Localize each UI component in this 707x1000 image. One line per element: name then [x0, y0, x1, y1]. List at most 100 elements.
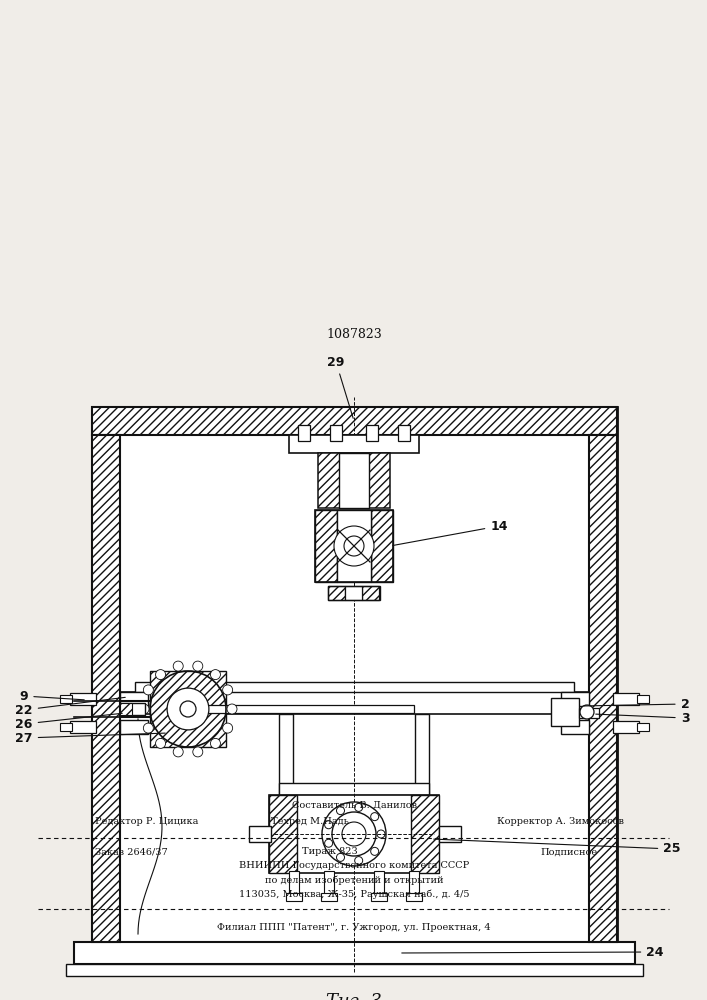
Circle shape [325, 821, 332, 829]
Bar [339, 453, 369, 508]
Bar [120, 692, 148, 706]
Text: Корректор А. Зимокосов: Корректор А. Зимокосов [496, 818, 624, 826]
Circle shape [144, 723, 153, 733]
Bar [551, 698, 579, 726]
Bar [70, 693, 96, 705]
Bar [409, 871, 419, 895]
Text: 2: 2 [584, 698, 689, 710]
Bar [374, 871, 384, 895]
Text: 9: 9 [20, 690, 84, 702]
Bar [439, 826, 461, 842]
Circle shape [211, 670, 221, 680]
Bar [561, 720, 589, 734]
Text: 29: 29 [327, 356, 354, 418]
Circle shape [173, 661, 183, 671]
Bar [269, 795, 439, 873]
Circle shape [139, 704, 149, 714]
Bar [637, 695, 649, 703]
Circle shape [355, 857, 363, 865]
Circle shape [370, 813, 379, 821]
Bar [135, 682, 574, 692]
Bar [561, 692, 589, 706]
Bar [60, 695, 72, 703]
Bar [589, 435, 617, 942]
Bar [74, 942, 635, 964]
Bar [371, 893, 387, 901]
Text: 113035, Москва, Ж-35, Раушская наб., д. 4/5: 113035, Москва, Ж-35, Раушская наб., д. … [239, 889, 469, 899]
Circle shape [377, 830, 385, 838]
Bar [362, 586, 379, 600]
Bar [324, 871, 334, 895]
Text: Заказ 2646/37: Заказ 2646/37 [95, 848, 168, 856]
Circle shape [144, 685, 153, 695]
Circle shape [223, 723, 233, 733]
Circle shape [156, 738, 165, 748]
Circle shape [337, 853, 344, 861]
Circle shape [167, 688, 209, 730]
Bar [120, 720, 148, 734]
Bar [371, 510, 393, 582]
Bar [92, 435, 120, 942]
Bar [398, 425, 410, 441]
Bar [321, 893, 337, 901]
Bar [579, 708, 599, 718]
Bar [337, 510, 371, 582]
Text: Τиг. 3: Τиг. 3 [326, 993, 382, 1000]
Bar [315, 510, 337, 582]
Text: 27: 27 [16, 732, 165, 744]
Bar [315, 510, 393, 582]
Circle shape [180, 701, 196, 717]
Circle shape [370, 847, 379, 855]
Text: Тираж 823: Тираж 823 [302, 848, 358, 856]
Bar [92, 407, 617, 435]
Bar [66, 964, 643, 976]
Bar [415, 714, 429, 795]
Circle shape [193, 661, 203, 671]
Circle shape [173, 747, 183, 757]
Bar [411, 795, 439, 873]
Bar [150, 671, 226, 747]
Circle shape [332, 812, 376, 856]
Text: 14: 14 [392, 520, 508, 545]
Bar [328, 586, 380, 600]
Bar [286, 893, 302, 901]
Bar [345, 586, 362, 600]
Bar [637, 723, 649, 731]
Text: 25: 25 [434, 839, 681, 856]
Circle shape [227, 704, 237, 714]
Text: 24: 24 [402, 946, 664, 958]
Text: 26: 26 [16, 713, 122, 730]
Text: 3: 3 [596, 712, 689, 724]
Bar [60, 723, 72, 731]
Text: Составитель В. Данилов: Составитель В. Данилов [291, 800, 416, 810]
Circle shape [211, 738, 221, 748]
Text: Подписное: Подписное [540, 848, 597, 856]
Circle shape [342, 822, 366, 846]
Circle shape [322, 802, 386, 866]
Text: Филиал ППП "Патент", г. Ужгород, ул. Проектная, 4: Филиал ППП "Патент", г. Ужгород, ул. Про… [217, 924, 491, 932]
Bar [298, 425, 310, 441]
Text: Техред М.Надь: Техред М.Надь [271, 818, 349, 826]
Bar [318, 453, 390, 508]
Bar [613, 693, 639, 705]
Bar [366, 425, 378, 441]
Circle shape [337, 807, 344, 815]
Circle shape [334, 526, 374, 566]
Bar [249, 826, 271, 842]
Circle shape [580, 705, 594, 719]
Text: ВНИИПИ Государственного комитета СССР: ВНИИПИ Государственного комитета СССР [239, 861, 469, 870]
Text: Редактор Р. Цицика: Редактор Р. Цицика [95, 818, 199, 826]
Bar [120, 703, 132, 715]
Circle shape [156, 670, 165, 680]
Circle shape [344, 536, 364, 556]
Circle shape [355, 803, 363, 811]
Text: 22: 22 [16, 697, 125, 716]
Bar [613, 721, 639, 733]
Text: по делам изобретений и открытий: по делам изобретений и открытий [264, 875, 443, 885]
Bar [289, 871, 299, 895]
Bar [120, 692, 589, 714]
Bar [279, 714, 293, 795]
Bar [289, 435, 419, 453]
Bar [328, 586, 345, 600]
Bar [70, 721, 96, 733]
